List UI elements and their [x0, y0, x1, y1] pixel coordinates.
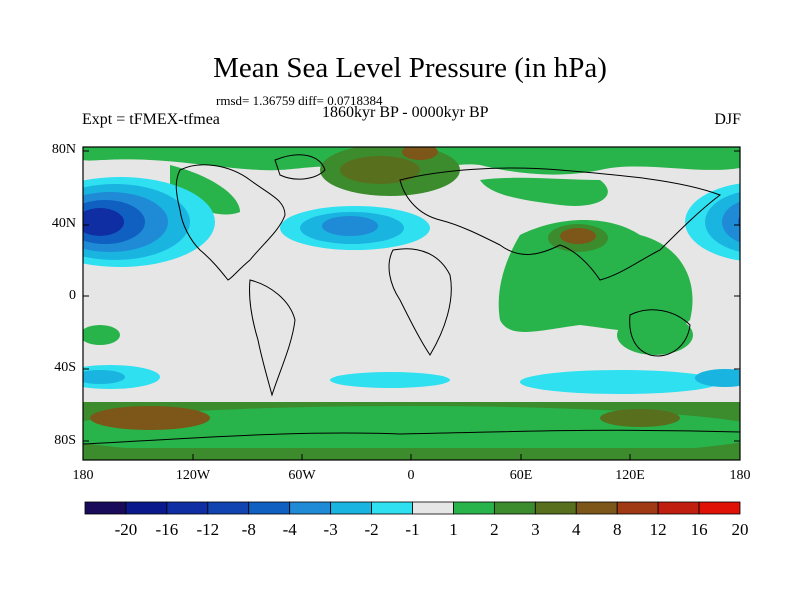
arctic-brown — [402, 147, 438, 160]
south-indian-low-2 — [695, 369, 740, 387]
lat-label-40n: 40N — [51, 216, 76, 231]
southern-brown-patch — [90, 406, 210, 430]
colorbar-label-12: 8 — [612, 520, 622, 539]
lon-label-180w: 180 — [72, 468, 94, 483]
asia-green — [498, 220, 693, 332]
colorbar-label-11: 4 — [572, 520, 581, 539]
colorbar-label-8: 1 — [449, 520, 458, 539]
eurasia-outline — [399, 167, 722, 281]
south-america-outline — [249, 279, 296, 397]
lat-label-0: 0 — [69, 288, 76, 303]
colorbar-label-9: 2 — [490, 520, 499, 539]
greenland-outline — [274, 154, 326, 180]
experiment-label: Expt = tFMEX-tfmea — [82, 111, 220, 128]
colorbar-label-2: -12 — [196, 520, 220, 539]
colorbar-label-5: -3 — [323, 520, 338, 539]
africa-outline — [388, 248, 452, 356]
coastlines — [83, 154, 740, 445]
lon-label-120e: 120E — [615, 468, 645, 483]
lon-label-0: 0 — [407, 468, 415, 483]
axis-ticks — [83, 150, 740, 460]
lat-label-80n: 80N — [51, 142, 76, 157]
colorbar-label-6: -2 — [364, 520, 379, 539]
colorbar-label-13: 12 — [649, 520, 667, 539]
chart-title: Mean Sea Level Pressure (in hPa) — [213, 52, 607, 84]
period-label: 1860kyr BP - 0000kyr BP — [322, 104, 489, 121]
colorbar-label-14: 16 — [690, 520, 708, 539]
australia-green — [617, 315, 693, 355]
pacific-low-right-3 — [722, 201, 740, 243]
pacific-green — [83, 325, 120, 345]
colorbar-label-15: 20 — [731, 520, 749, 539]
asia-north-green — [480, 177, 608, 206]
colorbar-label-3: -8 — [241, 520, 256, 539]
lon-label-60e: 60E — [509, 468, 533, 483]
colorbar-label-7: -1 — [405, 520, 420, 539]
southern-olive-patch — [600, 409, 680, 427]
lon-label-120w: 120W — [175, 468, 211, 483]
colorbar-label-10: 3 — [531, 520, 540, 539]
atlantic-low-3 — [322, 216, 378, 236]
south-indian-low-1 — [520, 370, 720, 394]
antarctica-outline — [83, 429, 740, 445]
lon-label-60w: 60W — [288, 468, 316, 483]
south-pacific-low-2 — [83, 370, 125, 384]
north-america-outline — [175, 164, 286, 281]
pacific-low-5 — [83, 208, 124, 236]
tibet-brown — [560, 228, 596, 244]
season-label: DJF — [714, 111, 741, 128]
arctic-dark-olive — [340, 156, 420, 184]
pacific-low-right-4 — [738, 215, 740, 229]
australia-outline — [629, 309, 691, 357]
south-atlantic-low — [330, 372, 450, 388]
colorbar-label-0: -20 — [114, 520, 138, 539]
stats-label: rmsd= 1.36759 diff= 0.0718384 — [216, 93, 383, 108]
lat-label-80s: 80S — [54, 433, 76, 448]
lon-label-180e: 180 — [729, 468, 751, 483]
colorbar-label-1: -16 — [155, 520, 179, 539]
lat-label-40s: 40S — [54, 360, 76, 375]
southern-band-2 — [83, 406, 740, 458]
colorbar-label-4: -4 — [282, 520, 297, 539]
